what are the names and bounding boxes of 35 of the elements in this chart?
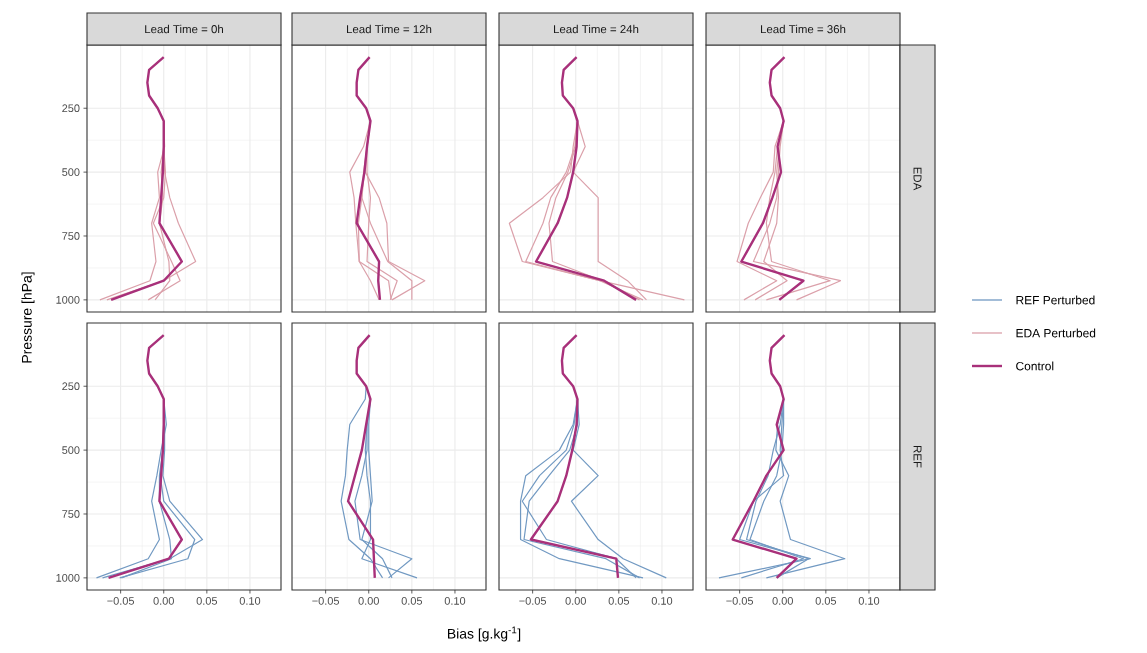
y2-axis-title: EDA xyxy=(913,167,922,191)
y-tick-label: 500 xyxy=(62,168,80,176)
text: Control xyxy=(1016,361,1054,371)
legend-label: REF Perturbed xyxy=(1016,295,1095,305)
y-tick-label: 250 xyxy=(62,382,80,391)
x-axis-title: Bias [g.kg$^{-1}$] xyxy=(448,626,521,642)
y-tick-label: 500 xyxy=(62,446,80,454)
x-tick-label: 0.10 xyxy=(858,597,880,605)
x-tick-label: 0.10 xyxy=(651,597,673,605)
x-tick-label: 0.05 xyxy=(608,597,630,605)
x-tick-label: −0.05 xyxy=(107,597,135,605)
x-tick-label: 0.00 xyxy=(772,597,793,605)
chart-title: Lead Time = 36h xyxy=(761,24,846,34)
y-tick-label: 1000 xyxy=(56,574,80,582)
x-tick-label: 0.00 xyxy=(565,597,586,605)
chart-title: Lead Time = 12h xyxy=(347,24,432,34)
legend-label: EDA Perturbed xyxy=(1016,328,1096,338)
y2-axis-title: REF xyxy=(913,445,922,468)
x-tick-label: 0.05 xyxy=(196,597,218,605)
y-tick-label: 750 xyxy=(62,232,80,240)
chart-title: Lead Time = 0h xyxy=(145,24,223,34)
x-tick-label: 0.00 xyxy=(358,597,379,605)
y-tick-label: 250 xyxy=(62,104,80,113)
x-tick-label: −0.05 xyxy=(312,597,340,605)
x-tick-label: −0.05 xyxy=(519,597,547,605)
x-tick-label: 0.05 xyxy=(815,597,837,605)
x-tick-label: 0.10 xyxy=(444,597,466,605)
x-tick-label: 0.05 xyxy=(401,597,423,605)
x-tick-label: −0.05 xyxy=(726,597,754,605)
x-tick-label: 0.00 xyxy=(153,597,174,605)
chart-title: Lead Time = 24h xyxy=(554,24,639,34)
x-tick-label: 0.10 xyxy=(239,597,261,605)
y-axis-title: Pressure [hPa] xyxy=(21,272,35,363)
y-tick-label: 750 xyxy=(62,510,80,518)
y-tick-label: 1000 xyxy=(56,295,80,304)
